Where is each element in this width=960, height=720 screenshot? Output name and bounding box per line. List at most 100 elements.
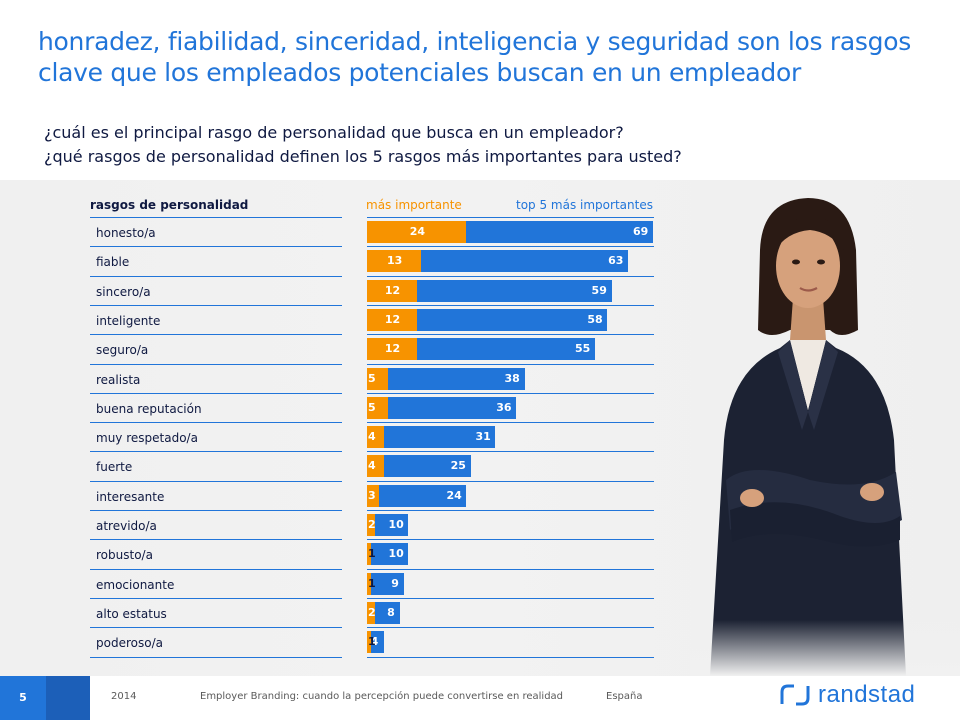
bar-most-important [367, 338, 417, 361]
value-label-top5: 38 [504, 371, 520, 385]
row-separator [367, 363, 654, 365]
brand-word: randstad [818, 681, 916, 708]
bar-top5 [367, 367, 525, 390]
footer-year: 2014 [111, 691, 137, 702]
bar-most-important [367, 279, 417, 302]
row-separator [367, 334, 654, 336]
value-label-top5: 24 [446, 488, 462, 502]
value-label-most-important: 2 [368, 605, 376, 619]
category-label: realista [96, 372, 141, 387]
category-label: seguro/a [96, 343, 149, 358]
bar-top5 [367, 279, 612, 302]
value-label-top5: 63 [608, 254, 624, 268]
value-label-most-important: 4 [368, 430, 376, 444]
row-separator [90, 217, 342, 218]
page-number: 5 [0, 676, 46, 720]
bar-most-important [367, 396, 388, 419]
category-label: interesante [96, 489, 165, 504]
column-header: rasgos de personalidad [90, 198, 249, 212]
bar-top5 [367, 543, 409, 566]
category-label: muy respetado/a [96, 431, 198, 446]
bar-top5 [367, 631, 384, 654]
value-label-most-important: 24 [409, 225, 426, 238]
value-label-most-important: 1 [368, 547, 376, 561]
category-label: inteligente [96, 313, 161, 328]
value-label-most-important: 1 [368, 576, 376, 590]
bar-top5 [367, 455, 471, 478]
category-label: alto estatus [96, 606, 167, 621]
bar-most-important [367, 250, 421, 273]
bar-most-important [367, 221, 467, 243]
value-label-most-important: 2 [368, 518, 376, 531]
row-separator [367, 422, 654, 424]
value-label-most-important: 12 [384, 312, 401, 326]
category-label: buena reputación [96, 401, 202, 416]
category-label: robusto/a [96, 548, 153, 563]
row-separator [90, 568, 342, 570]
value-label-top5: 58 [587, 312, 603, 326]
row-separator [367, 246, 654, 248]
value-label-most-important: 5 [368, 371, 376, 385]
row-separator [367, 451, 654, 453]
row-separator [90, 246, 342, 248]
footer-country: España [606, 691, 643, 702]
bar-most-important [367, 308, 417, 331]
bar-most-important [367, 572, 372, 595]
bar-most-important [367, 631, 372, 654]
row-separator [90, 539, 342, 541]
value-label-top5: 10 [388, 518, 404, 531]
row-separator [90, 363, 342, 365]
value-label-top5: 4 [370, 635, 379, 649]
value-label-top5: 55 [574, 342, 591, 356]
bar-top5 [367, 426, 496, 449]
value-label-most-important: 1 [368, 635, 376, 649]
category-label: fiable [96, 255, 130, 270]
value-label-most-important: 5 [368, 400, 376, 414]
bar-most-important [367, 367, 388, 390]
value-label-top5: 31 [475, 430, 491, 444]
value-label-most-important: 3 [368, 488, 376, 502]
value-label-most-important: 12 [384, 283, 401, 297]
footer-report: Employer Branding: cuando la percepción … [200, 691, 564, 702]
category-label: atrevido/a [96, 519, 157, 533]
row-separator [367, 217, 654, 218]
value-label-most-important: 12 [384, 342, 401, 356]
category-label: emocionante [96, 577, 175, 592]
randstad-logo: randstad [780, 680, 915, 710]
row-separator [367, 480, 654, 482]
legend-most-important: más importante [366, 198, 462, 212]
category-label: fuerte [96, 460, 133, 475]
randstad-logo-icon [780, 684, 810, 706]
row-separator [90, 334, 342, 336]
row-separator [90, 597, 342, 599]
row-separator [90, 392, 342, 394]
person-photo [690, 180, 960, 676]
value-label-top5: 69 [633, 225, 649, 238]
row-separator [367, 568, 654, 570]
value-label-top5: 9 [391, 576, 399, 590]
subtitle-line-1: ¿cuál es el principal rasgo de personali… [44, 123, 624, 142]
value-label-top5: 59 [591, 283, 607, 297]
value-label-most-important: 4 [368, 459, 376, 473]
value-label-top5: 25 [450, 459, 466, 473]
bar-most-important [367, 484, 380, 507]
row-separator [367, 597, 654, 599]
footer [0, 676, 960, 720]
category-label: poderoso/a [96, 636, 163, 651]
bar-top5 [367, 514, 409, 536]
bar-top5 [367, 250, 629, 273]
row-separator [90, 422, 342, 424]
value-label-top5: 36 [496, 400, 512, 414]
value-label-top5: 10 [388, 547, 404, 561]
row-separator [90, 656, 342, 658]
bar-most-important [367, 601, 376, 624]
bar-top5 [367, 601, 401, 624]
bar-top5 [367, 396, 517, 419]
bar-top5 [367, 308, 608, 331]
bar-top5 [367, 572, 405, 595]
row-separator [367, 392, 654, 394]
row-separator [90, 275, 342, 277]
page-title: honradez, fiabilidad, sinceridad, inteli… [38, 27, 911, 87]
bar-most-important [367, 514, 376, 536]
row-separator [367, 275, 654, 277]
